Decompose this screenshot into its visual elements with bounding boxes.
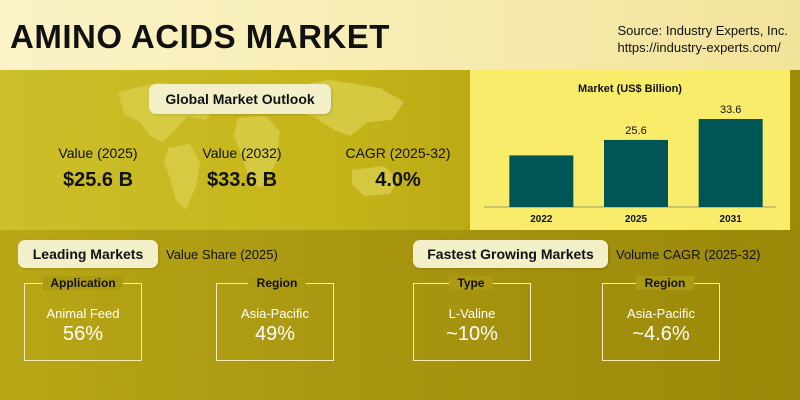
source-citation: Source: Industry Experts, Inc. https://i… (617, 22, 788, 56)
card-head-region-fastest: Region (636, 276, 694, 290)
chart-title: Market (US$ Billion) (578, 83, 682, 95)
card-name-animal-feed: Animal Feed (46, 306, 120, 321)
source-url: https://industry-experts.com/ (617, 40, 781, 55)
metric-value-cagr: 4.0% (375, 169, 421, 191)
fastest-growing-heading: Fastest Growing Markets (413, 240, 608, 268)
header-band (0, 0, 800, 70)
market-chart: Market (US$ Billion) 2022 25.6 2025 33.6 203… (470, 70, 790, 230)
leading-markets-subtitle: Value Share (2025) (166, 247, 278, 262)
card-value-animal-feed: 56% (62, 323, 104, 345)
card-name-l-valine: L-Valine (448, 306, 496, 321)
outlook-heading: Global Market Outlook (149, 84, 331, 114)
metric-label-value-2025: Value (2025) (58, 145, 138, 161)
card-head-region-leading: Region (248, 276, 306, 290)
page-title: AMINO ACIDS MARKET (10, 18, 390, 55)
fastest-growing-subtitle: Volume CAGR (2025-32) (616, 247, 761, 262)
source-name: Source: Industry Experts, Inc. (617, 23, 788, 38)
chart-data-label-2031: 33.6 (720, 104, 741, 116)
card-name-asia-pacific-fastest: Asia-Pacific (627, 306, 695, 321)
region-card-leading (216, 283, 334, 361)
card-head-type: Type (449, 276, 493, 290)
chart-bar-2025 (604, 139, 668, 207)
chart-tick-label-2031: 2031 (720, 214, 743, 225)
card-value-l-valine: ~10% (446, 323, 498, 345)
metric-value-2032: $33.6 B (206, 169, 278, 191)
region-card-fastest (602, 283, 720, 361)
chart-tick-label-2022: 2022 (530, 214, 553, 225)
type-card (413, 283, 531, 361)
chart-bar-2031 (698, 119, 763, 207)
application-card (24, 283, 142, 361)
metric-label-value-2032: Value (2032) (202, 145, 282, 161)
chart-tick-label-2025: 2025 (625, 214, 648, 225)
metric-label-cagr: CAGR (2025-32) (345, 145, 451, 161)
card-head-application: Application (43, 276, 123, 290)
card-value-asia-pacific-fastest: ~4.6% (632, 323, 690, 345)
card-value-asia-pacific-leading: 49% (254, 323, 296, 345)
leading-markets-heading: Leading Markets (18, 240, 158, 268)
metric-value-2025: $25.6 B (62, 169, 134, 191)
market-bar-chart: Market (US$ Billion) 2022 25.6 2025 33.6 203… (484, 83, 776, 225)
chart-data-label-2025: 25.6 (625, 125, 646, 137)
card-name-asia-pacific-leading: Asia-Pacific (241, 306, 309, 321)
chart-bar-2022 (509, 155, 574, 207)
